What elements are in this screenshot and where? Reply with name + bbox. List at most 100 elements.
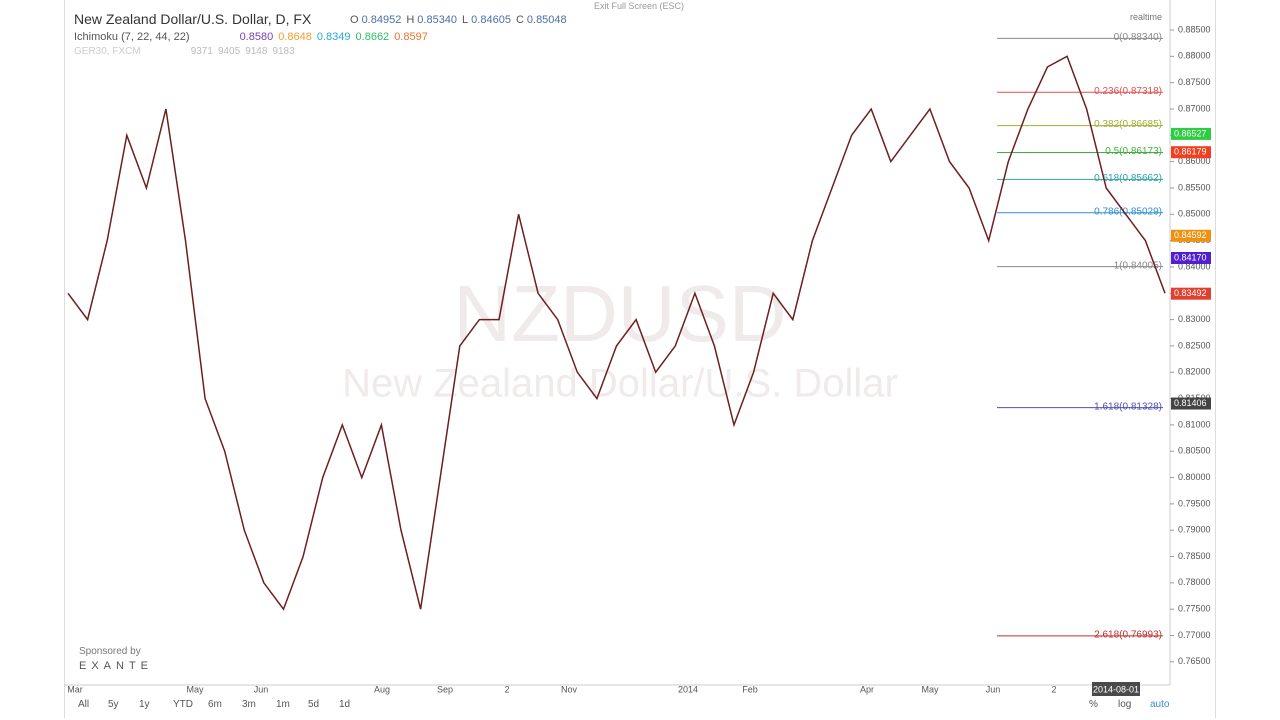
y-tick-label: 0.80000 [1178, 472, 1211, 482]
indicator-value: 0.8349 [316, 31, 351, 43]
range-button[interactable]: 1d [339, 699, 351, 710]
range-button[interactable]: 1m [276, 699, 290, 710]
scale-option[interactable]: log [1118, 699, 1132, 710]
fib-label: 1(0.84005) [1114, 260, 1162, 271]
x-tick-label: Mar [67, 684, 83, 694]
indicator-value: 9148 [245, 46, 268, 57]
y-tick-label: 0.80500 [1178, 446, 1211, 456]
indicator: GER30, FXCM 9371 9405 9148 9183 [74, 46, 300, 57]
fib-label: 0.786(0.85029) [1094, 206, 1162, 217]
range-button[interactable]: 5y [108, 699, 119, 710]
ohlc-label: C [515, 14, 524, 26]
price-tag [1171, 229, 1211, 242]
fib-label: 1.618(0.81328) [1094, 401, 1162, 412]
x-tick-label: Aug [374, 684, 390, 694]
price-tag [1171, 287, 1211, 300]
x-tick-label: Jun [986, 684, 1001, 694]
fib-label: 0.382(0.86685) [1094, 119, 1162, 130]
y-tick-label: 0.76500 [1178, 656, 1211, 666]
y-tick-label: 0.83000 [1178, 314, 1211, 324]
x-tick-label: Nov [561, 684, 578, 694]
sponsor-label: Sponsored by [79, 646, 141, 657]
price-line [67, 55, 1166, 611]
y-tick-label: 0.85500 [1178, 182, 1211, 192]
x-tick-label: May [921, 684, 939, 694]
price-tag-label: 0.83492 [1174, 288, 1207, 298]
y-tick-label: 0.87000 [1178, 103, 1211, 113]
y-tick-label: 0.82000 [1178, 367, 1211, 377]
y-tick-label: 0.82500 [1178, 340, 1211, 350]
watermark-description: New Zealand Dollar/U.S. Dollar [342, 362, 898, 406]
indicator-name: GER30, FXCM [74, 46, 141, 57]
fib-label: 0.618(0.85662) [1094, 173, 1162, 184]
x-tick-label: 2014-08-01 [1093, 684, 1139, 694]
y-tick-label: 0.86000 [1178, 156, 1211, 166]
indicator-value: 0.8662 [355, 31, 390, 43]
fib-label: 0.236(0.87318) [1094, 86, 1162, 97]
x-tick-label: 2 [504, 684, 509, 694]
indicator-value: 9371 [190, 46, 213, 57]
fib-label: 0.5(0.86173) [1105, 146, 1162, 157]
price-tag-label: 0.84592 [1174, 230, 1207, 240]
y-tick-label: 0.78500 [1178, 551, 1211, 561]
indicator-value: 0.8648 [278, 31, 312, 43]
cursor-date-bg [1092, 682, 1140, 696]
ohlc-value: 0.84952 [361, 14, 402, 26]
x-tick-label: Sep [437, 684, 453, 694]
price-tag [1171, 397, 1211, 410]
y-tick-label: 0.79000 [1178, 525, 1211, 535]
range-button[interactable]: 6m [208, 699, 222, 710]
price-tag-label: 0.81406 [1174, 398, 1207, 408]
y-tick-label: 0.88000 [1178, 51, 1211, 61]
price-tag [1171, 146, 1211, 159]
indicator-name: Ichimoku (7, 22, 44, 22) [74, 31, 190, 43]
price-tag-label: 0.86527 [1174, 128, 1207, 138]
fib-label: 2.618(0.76993) [1094, 630, 1162, 641]
indicator-value: 9183 [272, 46, 295, 57]
price-tag [1171, 251, 1211, 264]
chart-title: New Zealand Dollar/U.S. Dollar, D, FX [74, 11, 312, 27]
y-tick-label: 0.84000 [1178, 261, 1211, 271]
y-tick-label: 0.85000 [1178, 209, 1211, 219]
ohlc-label: O [350, 14, 359, 26]
indicator-value: 0.8597 [394, 31, 428, 43]
range-button[interactable]: YTD [173, 699, 193, 710]
ohlc: O 0.84952 H 0.85340 L 0.84605 C 0.85048 [350, 14, 572, 26]
y-tick-label: 0.78000 [1178, 577, 1211, 587]
chart-frame [64, 0, 1216, 718]
scale-option[interactable]: % [1089, 699, 1098, 710]
x-tick-label: May [186, 684, 204, 694]
sponsor-name: EXANTE [79, 660, 154, 672]
range-button[interactable]: 5d [308, 699, 320, 710]
x-tick-label: Feb [742, 684, 758, 694]
indicator: Ichimoku (7, 22, 44, 22) 0.8580 0.8648 0.83… [74, 31, 433, 43]
price-tag [1171, 127, 1211, 140]
range-button[interactable]: All [78, 699, 90, 710]
watermark-symbol: NZDUSD [453, 269, 786, 358]
price-tag-label: 0.84170 [1174, 252, 1207, 262]
fib-label: 0(0.88340) [1114, 32, 1162, 43]
range-button[interactable]: 1y [139, 699, 150, 710]
range-button[interactable]: 3m [242, 699, 256, 710]
indicator-value: 0.8580 [239, 31, 274, 43]
y-tick-label: 0.79500 [1178, 498, 1211, 508]
x-tick-label: Apr [860, 684, 874, 694]
ohlc-value: 0.84605 [471, 14, 511, 26]
x-tick-label: 2 [1051, 684, 1056, 694]
scale-option[interactable]: auto [1150, 699, 1170, 710]
x-tick-label: 2014 [678, 684, 698, 694]
y-tick-label: 0.88500 [1178, 24, 1211, 34]
x-tick-label: Jun [254, 684, 269, 694]
ohlc-value: 0.85048 [526, 14, 567, 26]
ohlc-value: 0.85340 [417, 14, 458, 26]
realtime: realtime [1130, 12, 1163, 22]
ohlc-label: H [406, 14, 415, 26]
y-tick-label: 0.81000 [1178, 419, 1211, 429]
ohlc-label: L [462, 14, 469, 26]
y-tick-label: 0.77500 [1178, 604, 1211, 614]
y-tick-label: 0.77000 [1178, 630, 1211, 640]
indicator-value: 9405 [217, 46, 241, 57]
exit-fullscreen[interactable]: Exit Full Screen (ESC) [594, 1, 685, 11]
